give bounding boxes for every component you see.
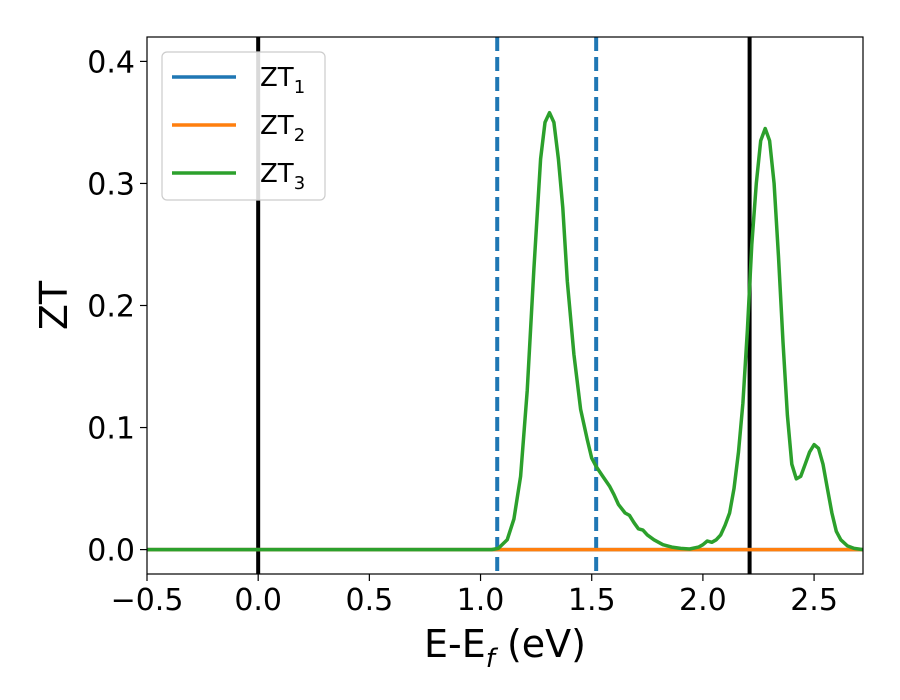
reference-lines [256, 37, 752, 574]
x-tick-label: 0.0 [234, 583, 282, 618]
y-tick-label: 0.1 [87, 412, 135, 447]
legend-label-zt3: ZT3 [260, 159, 305, 194]
series-line-zt3 [147, 110, 863, 552]
x-tick-label: −0.5 [111, 583, 184, 618]
y-axis-label: ZT [32, 280, 76, 330]
x-tick-label: 2.5 [790, 583, 838, 618]
x-axis-label: E-Ef (eV) [424, 622, 586, 674]
y-tick-label: 0.2 [87, 290, 135, 325]
x-tick-label: 0.5 [346, 583, 394, 618]
legend-box [161, 51, 326, 201]
legend-label-zt1: ZT1 [260, 63, 305, 98]
legend: ZT1 ZT2 ZT3 [161, 51, 326, 201]
x-axis-label-unit: (eV) [495, 622, 586, 666]
y-tick-label: 0.0 [87, 534, 135, 569]
x-tick-label: 2.0 [679, 583, 727, 618]
y-tick-label: 0.3 [87, 167, 135, 202]
x-tick-label: 1.0 [457, 583, 505, 618]
x-axis: −0.5 0.0 0.5 1.0 1.5 2.0 2.5 [111, 574, 838, 618]
legend-label-zt2: ZT2 [260, 111, 305, 146]
x-axis-label-main: E-E [424, 622, 486, 666]
x-tick-label: 1.5 [568, 583, 616, 618]
series-lines [147, 110, 863, 552]
y-axis: 0.0 0.1 0.2 0.3 0.4 [87, 45, 147, 569]
y-tick-label: 0.4 [87, 45, 135, 80]
